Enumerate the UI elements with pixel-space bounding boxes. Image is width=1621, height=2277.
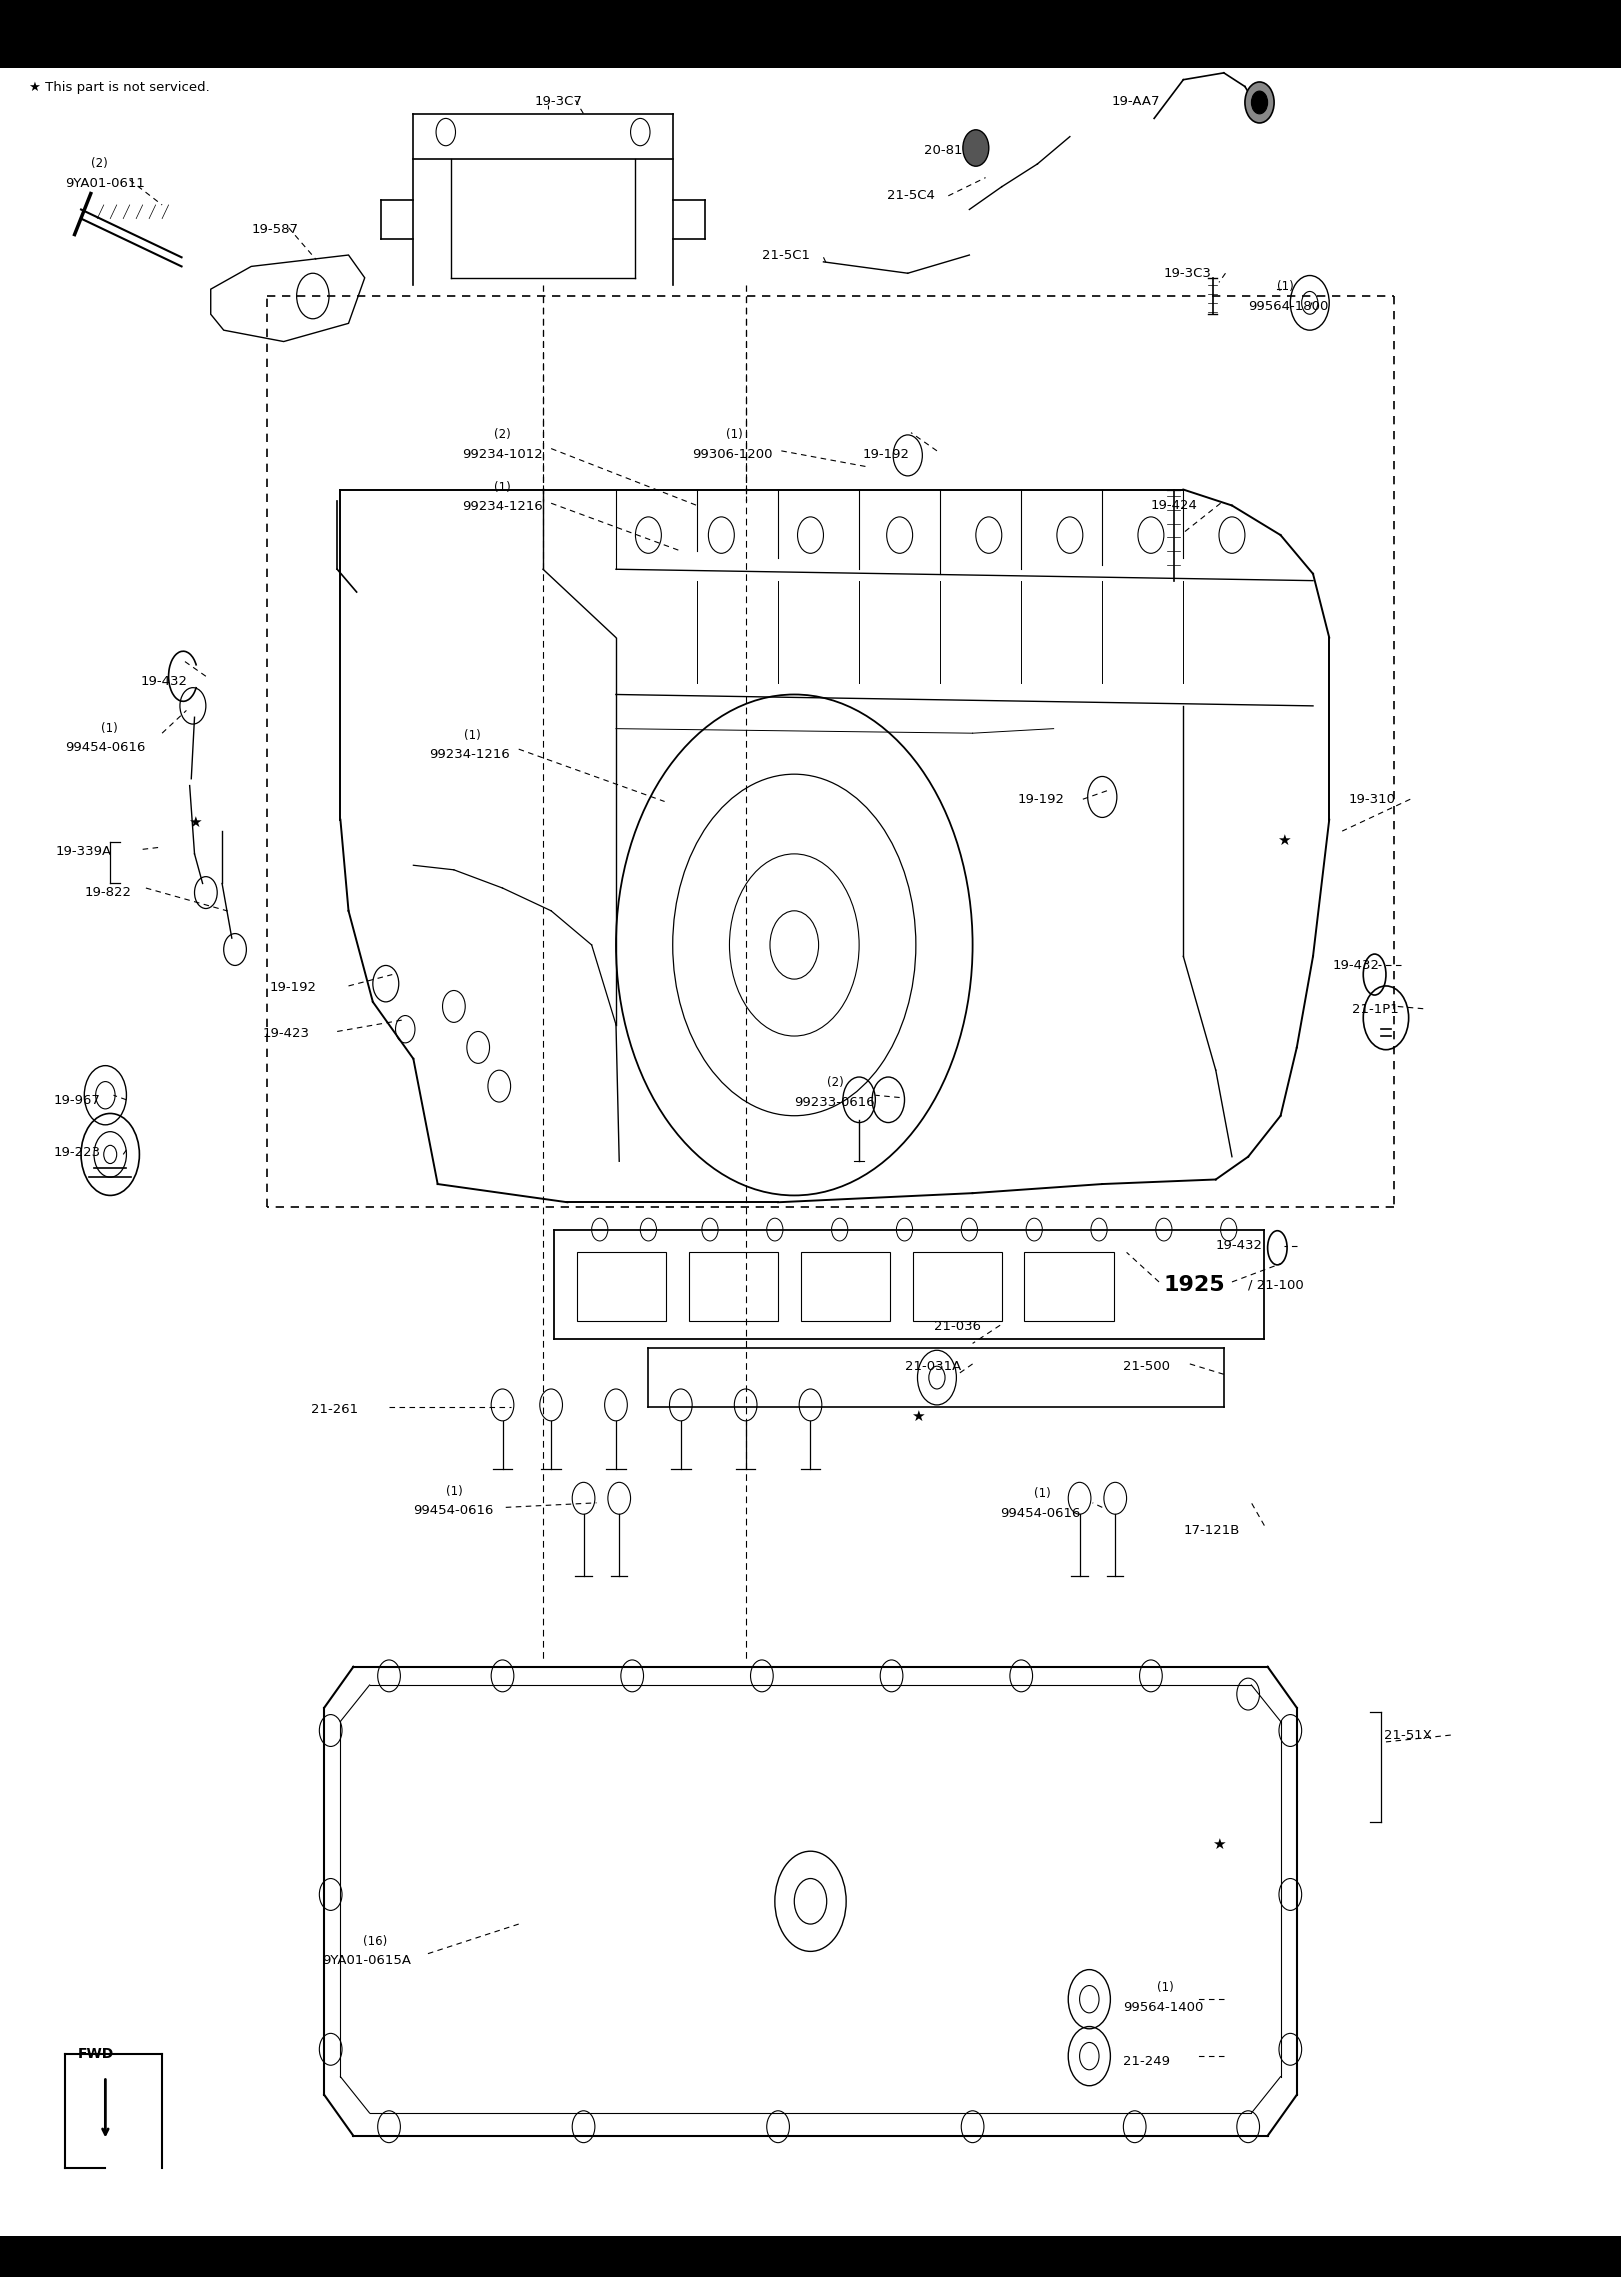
Text: 21-031A: 21-031A <box>905 1359 961 1373</box>
Text: (1): (1) <box>464 729 480 742</box>
Text: 21-261: 21-261 <box>311 1403 358 1416</box>
Text: 19-192: 19-192 <box>269 981 316 993</box>
Text: 99234-1216: 99234-1216 <box>430 749 511 761</box>
Text: 9YA01-0615A: 9YA01-0615A <box>323 1954 412 1967</box>
Text: 19-223: 19-223 <box>53 1145 101 1159</box>
Text: 99564-1800: 99564-1800 <box>1248 301 1329 312</box>
Text: ★: ★ <box>188 815 201 829</box>
Text: 99234-1012: 99234-1012 <box>462 449 543 460</box>
Text: 20-810B: 20-810B <box>924 143 981 157</box>
Text: 99454-0616: 99454-0616 <box>413 1505 494 1516</box>
Text: ★: ★ <box>1213 1838 1225 1851</box>
Text: (1): (1) <box>726 428 742 442</box>
Text: (2): (2) <box>494 428 511 442</box>
Bar <box>0 2236 1621 2277</box>
Text: (1): (1) <box>101 722 117 735</box>
Text: 19-432: 19-432 <box>1216 1239 1263 1252</box>
Text: 21-5C1: 21-5C1 <box>762 248 810 262</box>
Text: 21-51X: 21-51X <box>1384 1728 1433 1742</box>
Text: (1): (1) <box>1277 280 1294 294</box>
Bar <box>913 1252 1002 1321</box>
Circle shape <box>1251 91 1268 114</box>
Bar <box>1024 1252 1114 1321</box>
Circle shape <box>1245 82 1274 123</box>
Text: / 21-100: / 21-100 <box>1248 1280 1303 1291</box>
Text: 19-3C3: 19-3C3 <box>1164 266 1213 280</box>
Text: 19-192: 19-192 <box>1018 792 1065 806</box>
Text: 19-587: 19-587 <box>251 223 298 237</box>
Text: (1): (1) <box>1034 1487 1050 1501</box>
Text: 19-423: 19-423 <box>263 1027 310 1041</box>
Text: 21-1P1: 21-1P1 <box>1352 1004 1399 1016</box>
Bar <box>577 1252 666 1321</box>
Text: ★: ★ <box>1277 833 1290 847</box>
Text: 21-036: 21-036 <box>934 1321 981 1332</box>
Text: FWD: FWD <box>78 2047 113 2061</box>
Circle shape <box>963 130 989 166</box>
Text: 19-339A: 19-339A <box>55 845 112 858</box>
Text: 1925: 1925 <box>1164 1275 1225 1296</box>
Text: 99233-0616: 99233-0616 <box>794 1095 875 1109</box>
Text: 99454-0616: 99454-0616 <box>1000 1507 1081 1519</box>
Text: 99454-0616: 99454-0616 <box>65 742 146 754</box>
Text: 19-432: 19-432 <box>141 676 188 688</box>
Text: 99306-1200: 99306-1200 <box>692 449 773 460</box>
Text: 19-822: 19-822 <box>84 886 131 899</box>
Text: 9YA01-0611: 9YA01-0611 <box>65 178 144 189</box>
Text: (16): (16) <box>363 1935 387 1947</box>
Text: 19-424: 19-424 <box>1151 499 1198 512</box>
Text: (1): (1) <box>1157 1981 1174 1995</box>
Text: (2): (2) <box>91 157 107 171</box>
Bar <box>689 1252 778 1321</box>
Text: 21-5C4: 21-5C4 <box>887 189 935 203</box>
Text: 19-192: 19-192 <box>862 449 909 460</box>
Text: ★ This part is not serviced.: ★ This part is not serviced. <box>29 82 211 93</box>
Bar <box>0 0 1621 68</box>
Text: 17-121B: 17-121B <box>1183 1523 1240 1537</box>
Text: 19-AA7: 19-AA7 <box>1112 96 1161 107</box>
Text: 19-432: 19-432 <box>1332 959 1379 972</box>
Bar <box>801 1252 890 1321</box>
Text: 99234-1216: 99234-1216 <box>462 501 543 512</box>
Text: 21-249: 21-249 <box>1123 2056 1170 2068</box>
Text: 19-310: 19-310 <box>1349 792 1396 806</box>
Text: (2): (2) <box>827 1077 843 1088</box>
Text: 99564-1400: 99564-1400 <box>1123 2001 1204 2013</box>
Text: (1): (1) <box>446 1485 462 1498</box>
Text: (1): (1) <box>494 480 511 494</box>
Text: ★: ★ <box>911 1409 924 1423</box>
Text: 21-500: 21-500 <box>1123 1359 1170 1373</box>
Text: 19-3C7: 19-3C7 <box>535 96 584 107</box>
Text: 19-967: 19-967 <box>53 1095 101 1107</box>
